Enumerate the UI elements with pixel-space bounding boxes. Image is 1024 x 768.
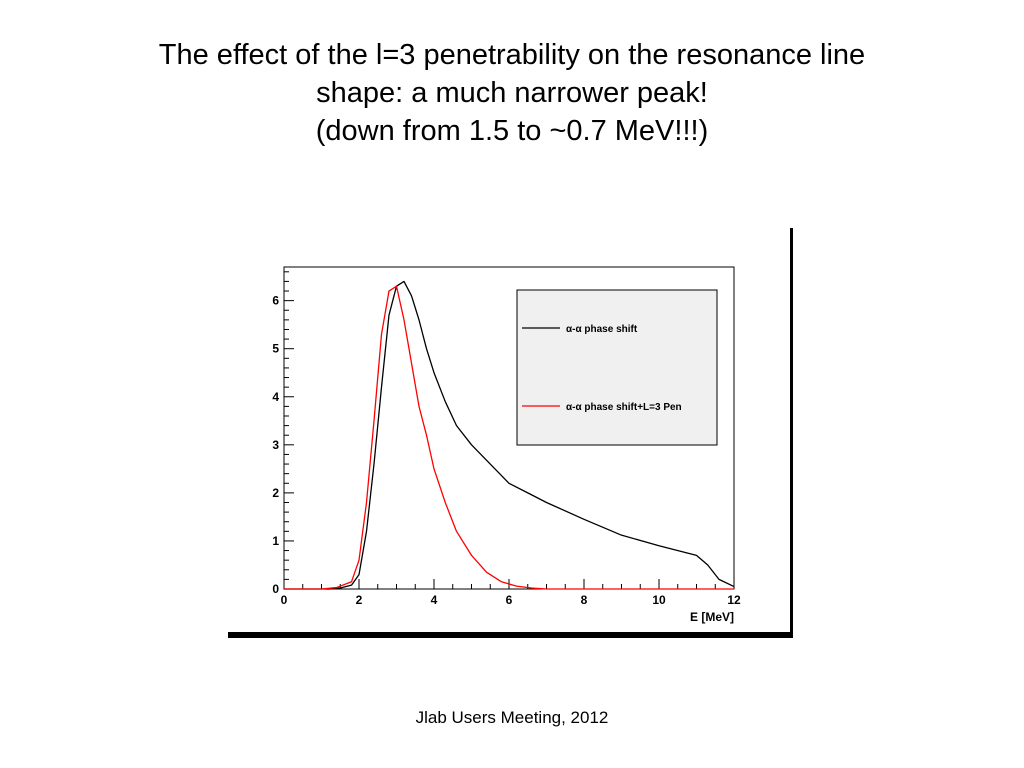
y-tick-label: 6 — [272, 294, 279, 308]
x-tick-label: 6 — [506, 593, 513, 607]
y-tick-label: 1 — [272, 534, 279, 548]
x-axis: 0 2 4 6 8 10 12 — [281, 579, 741, 607]
x-tick-label: 8 — [581, 593, 588, 607]
y-tick-label: 5 — [272, 342, 279, 356]
y-tick-label: 4 — [272, 390, 279, 404]
y-tick-label: 2 — [272, 486, 279, 500]
x-tick-label: 10 — [652, 593, 666, 607]
y-tick-label: 3 — [272, 438, 279, 452]
title-line-2: shape: a much narrower peak! — [316, 77, 708, 109]
series-line-1 — [284, 285, 734, 590]
y-axis: 0 1 2 3 4 5 6 — [272, 271, 294, 596]
legend-box — [516, 289, 718, 446]
x-tick-label: 0 — [281, 593, 288, 607]
x-tick-label: 4 — [431, 593, 438, 607]
title-line-3: (down from 1.5 to ~0.7 MeV!!!) — [315, 115, 709, 147]
title-line-1: The effect of the l=3 penetrability on t… — [158, 39, 866, 71]
y-tick-label: 0 — [272, 582, 279, 596]
series-layer — [284, 280, 735, 590]
footer-text: Jlab Users Meeting, 2012 — [415, 708, 609, 727]
x-axis-title: E [MeV] — [690, 610, 734, 624]
series-line-0 — [284, 280, 735, 590]
x-tick-label: 2 — [356, 593, 363, 607]
legend-label-phase-shift-pen: α-α phase shift+L=3 Pen — [566, 402, 682, 413]
slide-title: The effect of the l=3 penetrability on t… — [0, 36, 1024, 150]
legend-label-phase-shift: α-α phase shift — [566, 324, 638, 335]
x-tick-label: 12 — [727, 593, 741, 607]
legend: α-α phase shift α-α phase shift+L=3 Pen — [516, 289, 718, 446]
